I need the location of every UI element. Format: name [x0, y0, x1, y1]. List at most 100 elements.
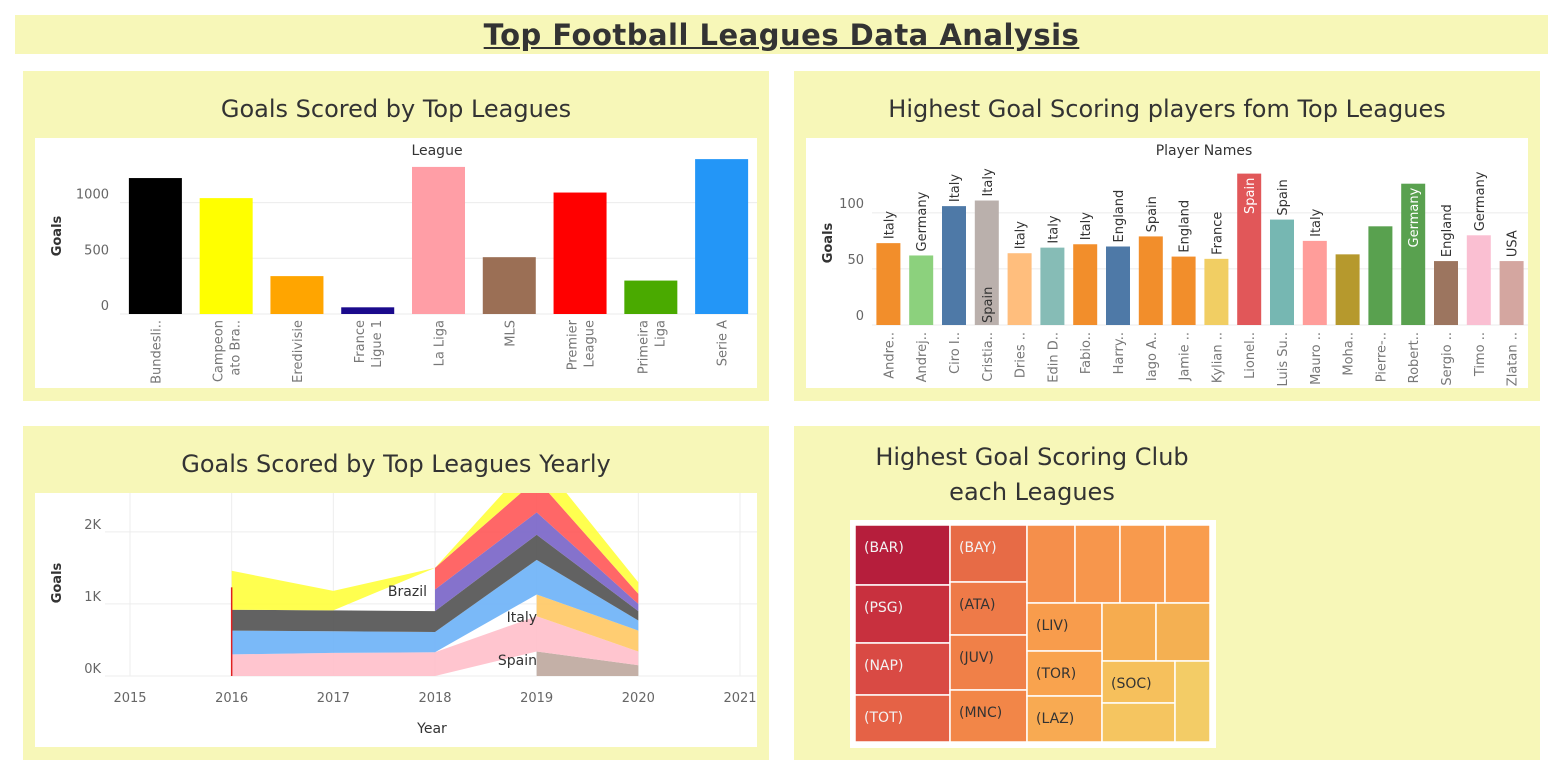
player-tick-label: Kylian ..: [1210, 332, 1225, 383]
league-tick-label: League: [583, 320, 598, 367]
league-area: [435, 512, 639, 612]
club-label: (JUV): [959, 650, 994, 666]
club-cell: [1074, 524, 1121, 604]
club-cell: [1101, 702, 1176, 743]
player-bar: [1434, 261, 1458, 325]
league-area: [536, 594, 639, 652]
club-cell: [1174, 660, 1211, 743]
club-goals-title-line-2: each Leagues: [949, 478, 1115, 506]
country-label: Italy: [882, 211, 897, 240]
club-cell: [1119, 524, 1166, 604]
league-goals-title: Goals Scored by Top Leagues: [220, 95, 572, 123]
league-area: [231, 616, 639, 676]
player-bar: [1007, 253, 1032, 325]
league-tick-label: Eredivisie: [291, 320, 306, 383]
league-goals-header: League: [411, 143, 462, 159]
player-tick-label: Luis Su..: [1276, 332, 1291, 387]
league-goals-plot: League 0 500 1000 Goals Bundesli.. Campeon ato …: [35, 138, 757, 388]
y-tick-label: 50: [847, 253, 864, 268]
league-bar: [341, 307, 395, 314]
club-label: (ATA): [959, 597, 995, 613]
player-bar: [876, 243, 901, 325]
player-tick-label: Robert..: [1407, 332, 1422, 383]
league-bar: [199, 198, 253, 314]
club-cell: [1026, 695, 1103, 743]
player-tick-label: Dries ..: [1014, 332, 1029, 378]
x-tick-label: 2019: [520, 691, 553, 706]
player-goals-header: Player Names: [1156, 143, 1253, 159]
player-bar: [1040, 247, 1065, 325]
club-label: (BAY): [959, 540, 997, 556]
y-tick-label: 0K: [84, 662, 101, 677]
country-label: England: [1178, 200, 1193, 253]
country-label: France: [1210, 212, 1225, 255]
country-label: Italy: [981, 168, 996, 197]
club-cell: [1101, 602, 1157, 662]
player-bar: [1499, 261, 1524, 325]
club-goals-title-line-1: Highest Goal Scoring Club: [875, 443, 1189, 471]
player-bar: [1368, 226, 1393, 325]
player-tick-label: Fabio..: [1079, 332, 1094, 374]
club-label: (TOR): [1036, 666, 1076, 682]
player-bar: [1302, 240, 1327, 325]
y-axis-label: Goals: [821, 222, 836, 263]
country-label: Spain: [1243, 178, 1258, 214]
club-cell: [1101, 660, 1176, 704]
league-tick-label: Premier: [566, 319, 581, 370]
club-goals-panel: Highest Goal Scoring Club each Leagues (…: [794, 426, 1540, 760]
player-bar: [1138, 236, 1163, 325]
y-axis-label: Goals: [50, 562, 65, 603]
league-goals-panel: Goals Scored by Top Leagues League 0 500 10…: [23, 71, 769, 401]
country-label: Germany: [915, 191, 930, 251]
club-cell: [949, 689, 1028, 743]
yearly-goals-panel: Goals Scored by Top Leagues Yearly 2015 2…: [23, 426, 769, 760]
league-area: [231, 534, 639, 632]
league-tick-label: Campeon: [212, 320, 227, 382]
league-bar: [412, 166, 465, 314]
club-cell: [949, 634, 1028, 691]
league-tick-label: ato Bra..: [229, 320, 244, 376]
club-label: (MNC): [959, 705, 1002, 721]
league-bar: [553, 192, 607, 314]
league-area: [536, 651, 639, 676]
y-tick-label: 0: [101, 299, 109, 314]
league-tick-label: Serie A: [716, 320, 731, 366]
club-cell: [1164, 524, 1211, 604]
country-label: USA: [1506, 230, 1521, 257]
yearly-goals-plot: 2015 2016 2017 2018 2019 2020 2021 0K 1K 2K Year Go…: [35, 456, 757, 747]
y-tick-label: 2K: [84, 518, 101, 533]
player-tick-label: Edin D..: [1046, 332, 1061, 383]
player-bar: [1073, 244, 1098, 325]
club-cell: [854, 584, 951, 644]
country-label: Italy: [1309, 208, 1324, 237]
league-area: [231, 559, 639, 655]
league-bar: [624, 280, 678, 314]
player-bar: [1335, 254, 1360, 325]
player-bar: [1237, 173, 1262, 325]
player-tick-label: Ciro I..: [948, 332, 963, 374]
league-bar: [482, 257, 536, 314]
club-label: (SOC): [1111, 676, 1152, 692]
country-label: Spain: [1276, 179, 1291, 215]
player-bar: [909, 255, 934, 325]
league-bar: [270, 276, 324, 314]
player-bar: [974, 200, 999, 325]
player-tick-label: Pierre-..: [1374, 332, 1389, 382]
league-bar: [695, 159, 749, 314]
club-cell: [854, 642, 951, 696]
club-label: (PSG): [864, 600, 903, 616]
club-cell: [1155, 602, 1211, 662]
y-tick-label: 0: [856, 309, 864, 324]
player-tick-label: Iago A..: [1145, 332, 1160, 381]
y-tick-label: 100: [839, 197, 864, 212]
country-label: Germany: [1407, 187, 1422, 247]
league-tick-label: Ligue 1: [370, 320, 385, 368]
y-tick-label: 1000: [76, 188, 109, 203]
player-tick-label: Timo ..: [1473, 332, 1488, 377]
y-axis-label: Goals: [50, 215, 65, 256]
player-tick-label: Lionel..: [1243, 332, 1258, 379]
club-label: (BAR): [864, 540, 904, 556]
club-label: (LAZ): [1036, 711, 1074, 727]
x-tick-label: 2020: [622, 691, 655, 706]
